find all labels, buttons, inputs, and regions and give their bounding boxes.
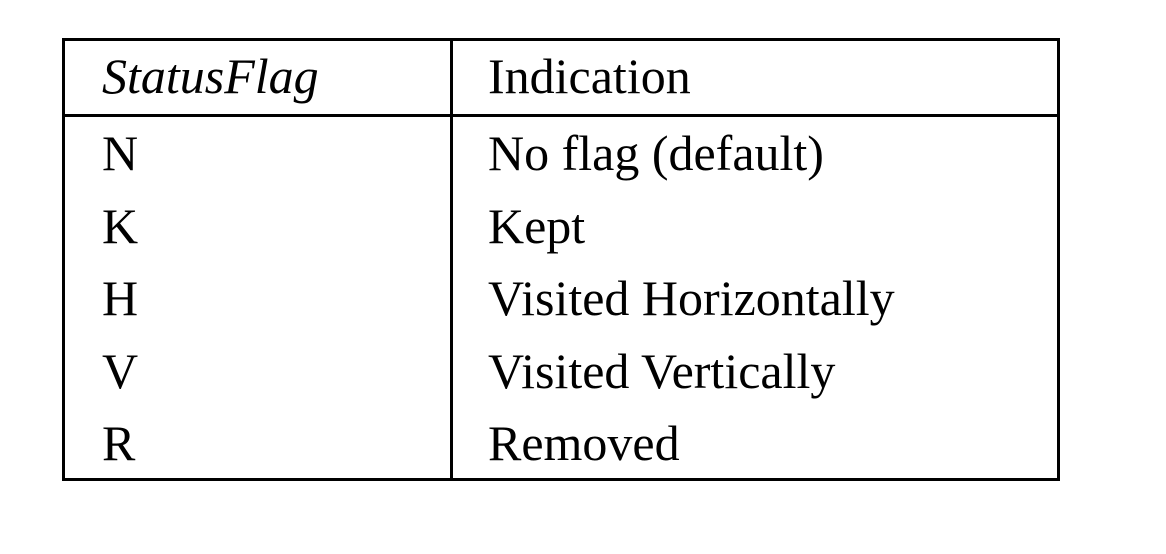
header-indication: Indication — [488, 48, 691, 104]
status-flag-table: StatusFlag Indication N No flag (default… — [62, 38, 1060, 481]
row-indication: Removed — [488, 415, 680, 471]
row-flag: R — [102, 415, 136, 471]
row-indication: Visited Vertically — [488, 343, 836, 399]
header-status-flag: StatusFlag — [102, 48, 319, 104]
row-indication: No flag (default) — [488, 125, 824, 181]
row-flag: V — [102, 343, 139, 399]
header-rule — [65, 114, 1057, 117]
row-indication: Visited Horizontally — [488, 270, 895, 326]
row-flag: N — [102, 125, 139, 181]
row-flag: H — [102, 270, 139, 326]
row-flag: K — [102, 198, 139, 254]
row-indication: Kept — [488, 198, 586, 254]
column-divider — [450, 41, 453, 478]
